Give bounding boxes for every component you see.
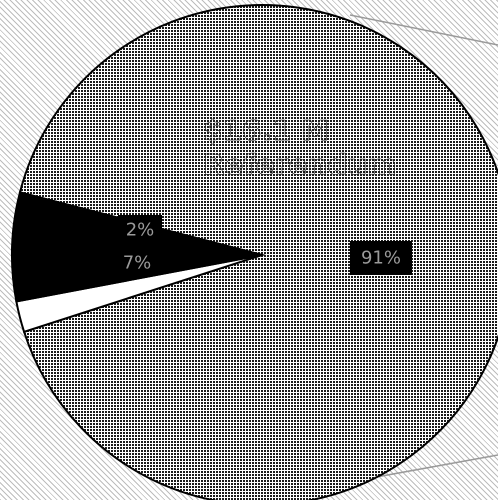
slice-label-91: 91%	[361, 248, 401, 269]
slice-label-7: 7%	[123, 253, 152, 274]
slice-label-box-91	[350, 241, 412, 275]
connector-line-bottom	[359, 454, 498, 481]
pie-slice-7	[11, 191, 263, 303]
pie-slices	[11, 4, 498, 500]
pie-slice-91	[18, 4, 498, 500]
slice-label-2: 2%	[126, 220, 155, 241]
slice-label-box-2	[118, 215, 162, 245]
connector-line-top	[349, 14, 498, 46]
slice-labels: 91% 2% 7%	[118, 215, 412, 275]
annotation-line-1: $16.1 M	[203, 114, 329, 147]
annotation-line-2: Referendum	[203, 148, 397, 181]
